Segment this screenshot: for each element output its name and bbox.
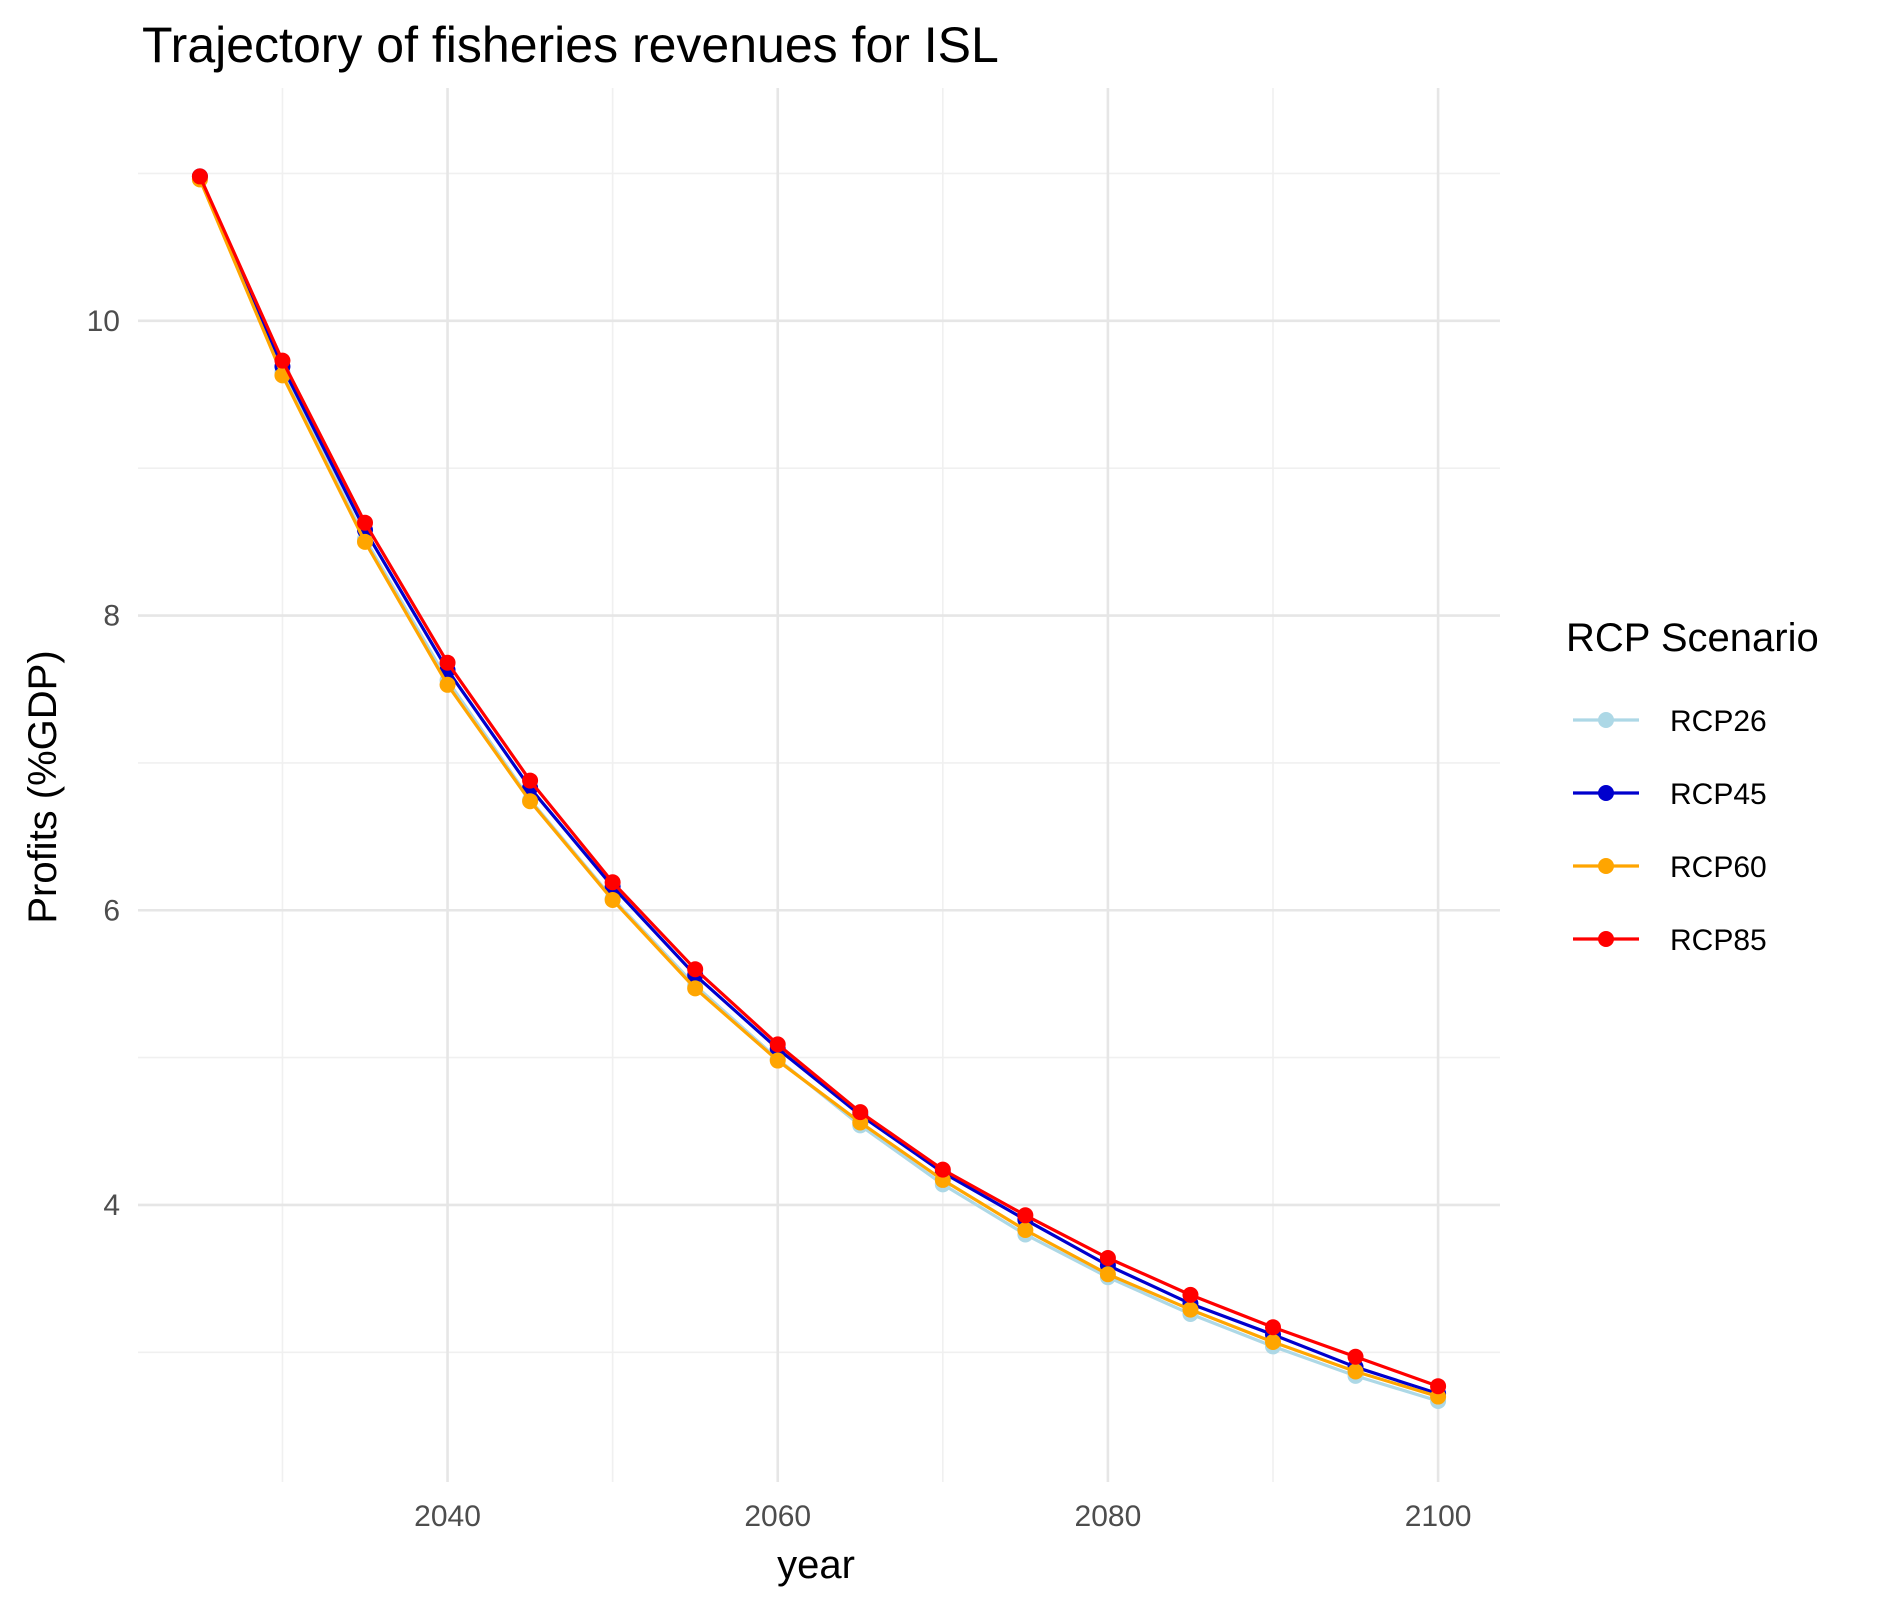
series-rcp60 [191, 171, 1447, 1405]
legend-label: RCP60 [1670, 851, 1767, 884]
legend-item-rcp60: RCP60 [1573, 851, 1767, 884]
data-point [934, 1161, 951, 1178]
legend-key-point [1598, 712, 1614, 728]
plot-series [191, 168, 1447, 1409]
data-point [1265, 1334, 1281, 1351]
data-point [439, 676, 456, 693]
data-point [357, 514, 373, 531]
y-tick-label: 8 [103, 600, 120, 633]
series-rcp85 [191, 168, 1447, 1395]
data-point [1430, 1378, 1447, 1395]
data-point [1017, 1207, 1034, 1224]
data-point [522, 793, 539, 810]
data-point [1347, 1348, 1364, 1365]
legend-item-rcp26: RCP26 [1573, 705, 1767, 738]
legend-label: RCP45 [1670, 778, 1767, 811]
legend-title: RCP Scenario [1566, 616, 1819, 660]
data-point [604, 874, 621, 891]
series-line-rcp26 [198, 178, 1439, 1403]
series-rcp45 [191, 168, 1447, 1402]
series-line-rcp60 [198, 178, 1439, 1399]
y-tick-label: 10 [87, 305, 120, 338]
data-point [687, 961, 704, 978]
data-point [1099, 1266, 1116, 1283]
data-point [769, 1052, 786, 1069]
legend-label: RCP85 [1670, 924, 1767, 957]
data-point [191, 168, 208, 185]
y-tick-label: 4 [103, 1189, 120, 1222]
data-point [1017, 1222, 1034, 1239]
data-point [274, 352, 291, 369]
series-line-rcp85 [198, 175, 1439, 1388]
legend-key-point [1598, 785, 1614, 801]
x-tick-label: 2080 [1075, 1500, 1142, 1533]
y-tick-label: 6 [103, 894, 120, 927]
data-point [1265, 1319, 1281, 1336]
data-point [687, 980, 704, 997]
plot-grid [138, 88, 1500, 1482]
data-point [357, 533, 373, 550]
series-line-rcp45 [198, 175, 1439, 1396]
data-point [439, 654, 456, 671]
x-tick-label: 2040 [414, 1500, 481, 1533]
chart-title: Trajectory of fisheries revenues for ISL [142, 17, 999, 73]
x-axis-title: year [777, 1543, 855, 1587]
legend-key-point [1598, 858, 1614, 874]
data-point [852, 1104, 869, 1121]
y-axis-title: Profits (%GDP) [21, 650, 65, 923]
x-axis-ticks: 2040 2060 2080 2100 [414, 1500, 1471, 1533]
legend-key-point [1598, 931, 1614, 947]
data-point [1182, 1286, 1199, 1303]
x-tick-label: 2060 [744, 1500, 811, 1533]
data-point [1182, 1301, 1199, 1318]
data-point [522, 772, 539, 789]
legend-item-rcp85: RCP85 [1573, 924, 1767, 957]
series-rcp26 [191, 171, 1447, 1409]
legend: RCP Scenario RCP26 RCP45 RCP60 RCP85 [1566, 616, 1819, 957]
data-point [604, 891, 621, 908]
data-point [1099, 1250, 1116, 1267]
data-point [769, 1036, 786, 1053]
y-axis-ticks: 4 6 8 10 [87, 305, 120, 1222]
data-point [1347, 1363, 1364, 1380]
x-tick-label: 2100 [1405, 1500, 1472, 1533]
legend-item-rcp45: RCP45 [1573, 778, 1767, 811]
legend-label: RCP26 [1670, 705, 1767, 738]
